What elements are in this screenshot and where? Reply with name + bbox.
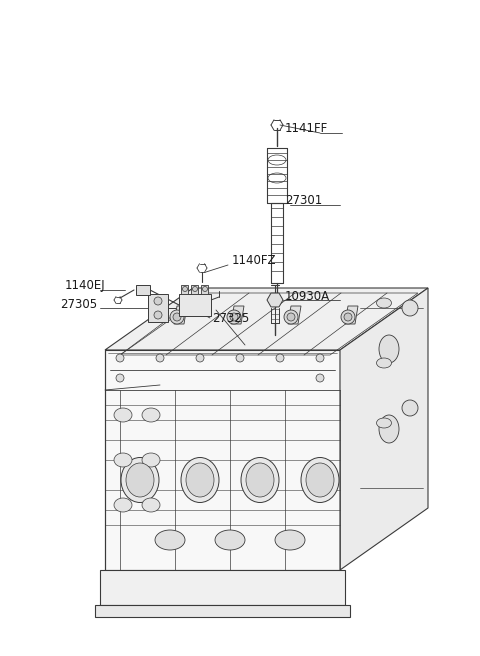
Polygon shape [267,293,283,307]
Polygon shape [345,306,358,324]
Ellipse shape [376,358,392,368]
Ellipse shape [114,498,132,512]
Circle shape [227,310,241,324]
Ellipse shape [376,418,392,428]
Text: 1140EJ: 1140EJ [65,279,106,291]
Ellipse shape [215,530,245,550]
Ellipse shape [275,530,305,550]
Polygon shape [345,306,358,324]
Text: 10930A: 10930A [285,289,330,302]
Circle shape [203,287,207,291]
Text: 27301: 27301 [285,194,322,207]
Circle shape [182,287,188,291]
Polygon shape [100,570,345,605]
Polygon shape [267,293,283,307]
Ellipse shape [186,463,214,497]
Polygon shape [179,294,211,316]
Circle shape [170,310,184,324]
Text: 1141FF: 1141FF [285,121,328,134]
Circle shape [402,400,418,416]
Circle shape [116,374,124,382]
Text: 27305: 27305 [60,298,97,312]
Ellipse shape [142,408,160,422]
Circle shape [156,354,164,362]
Ellipse shape [379,335,399,363]
Polygon shape [340,288,428,570]
Circle shape [192,287,197,291]
Ellipse shape [121,457,159,502]
Circle shape [316,354,324,362]
Ellipse shape [241,457,279,502]
Polygon shape [105,350,340,570]
Circle shape [284,310,298,324]
Circle shape [236,354,244,362]
Ellipse shape [142,498,160,512]
Circle shape [402,300,418,316]
Circle shape [276,354,284,362]
Circle shape [154,311,162,319]
Polygon shape [148,294,168,322]
Ellipse shape [142,453,160,467]
Circle shape [287,313,295,321]
Polygon shape [95,605,350,617]
Polygon shape [105,288,428,350]
Circle shape [316,374,324,382]
Polygon shape [340,288,428,570]
Ellipse shape [114,453,132,467]
Polygon shape [231,306,244,324]
Ellipse shape [246,463,274,497]
Circle shape [230,313,238,321]
Polygon shape [148,294,168,322]
Ellipse shape [181,457,219,502]
Polygon shape [174,306,187,324]
Circle shape [196,354,204,362]
Text: 27325: 27325 [212,312,249,325]
Polygon shape [288,306,301,324]
Circle shape [344,313,352,321]
Polygon shape [288,306,301,324]
Ellipse shape [126,463,154,497]
Polygon shape [136,285,150,295]
Circle shape [173,313,181,321]
Ellipse shape [376,298,392,308]
Bar [201,285,208,294]
Circle shape [341,310,355,324]
Polygon shape [179,294,211,316]
Polygon shape [136,285,150,295]
Polygon shape [95,605,350,617]
Circle shape [116,354,124,362]
Circle shape [154,297,162,305]
Ellipse shape [114,408,132,422]
Polygon shape [105,288,428,350]
Polygon shape [231,306,244,324]
Ellipse shape [379,415,399,443]
Ellipse shape [306,463,334,497]
Ellipse shape [301,457,339,502]
Bar [191,285,198,294]
Ellipse shape [155,530,185,550]
Polygon shape [100,570,345,605]
Polygon shape [174,306,187,324]
Polygon shape [105,350,340,570]
Text: 1140FZ: 1140FZ [232,253,276,266]
Bar [181,285,188,294]
